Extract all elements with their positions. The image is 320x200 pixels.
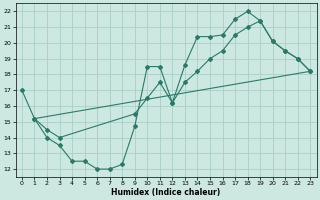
X-axis label: Humidex (Indice chaleur): Humidex (Indice chaleur) (111, 188, 221, 197)
